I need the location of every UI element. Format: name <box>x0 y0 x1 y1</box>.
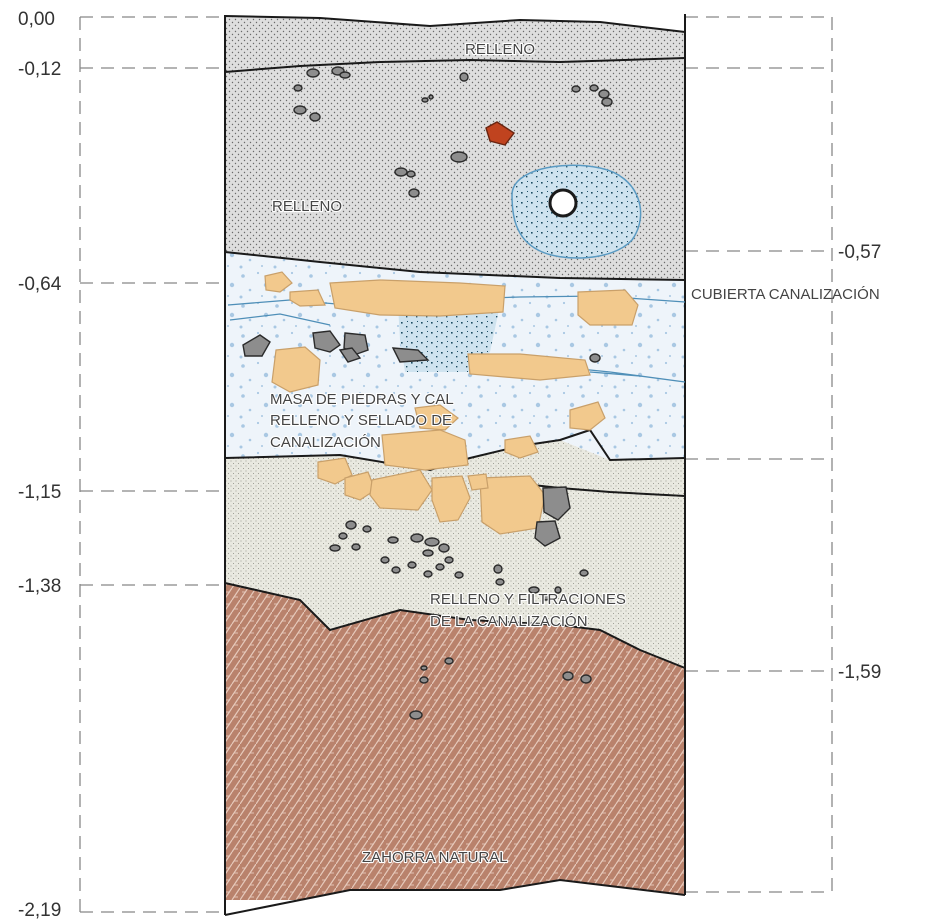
depth-label: -0,12 <box>18 59 61 80</box>
depth-label: -0,57 <box>838 242 881 263</box>
left-depth-labels: 0,00 -0,12 -0,64 -1,15 -1,38 -2,19 <box>18 9 62 920</box>
depth-label: -0,64 <box>18 274 62 295</box>
label-masa-line-2: RELLENO Y SELLADO DE <box>270 412 452 429</box>
stones <box>242 66 613 720</box>
canal-pipe <box>511 164 642 259</box>
depth-label: 0,00 <box>18 9 55 30</box>
label-masa-line-1: MASA DE PIEDRAS Y CAL <box>270 391 454 408</box>
label-masa-line-3: CANALIZACIÓN <box>270 434 381 451</box>
layer-labels: RELLENO RELLENO CUBIERTA CANALIZACIÓN MA… <box>269 40 880 867</box>
depth-label: -2,19 <box>18 900 61 920</box>
brick-fragment <box>485 121 516 146</box>
label-cubierta-canalizacion: CUBIERTA CANALIZACIÓN <box>691 286 880 303</box>
label-relleno-top: RELLENO <box>465 41 535 58</box>
boundaries <box>224 14 686 916</box>
label-filtraciones-line-1: RELLENO Y FILTRACIONES <box>430 591 626 608</box>
pipe-cross-section <box>548 188 578 218</box>
limestone-blocks <box>264 271 639 535</box>
label-filtraciones-line-2: DE LA CANALIZACIÓN <box>430 613 588 630</box>
right-depth-labels: -0,57 -1,59 <box>838 242 881 683</box>
depth-label: -1,38 <box>18 576 61 597</box>
depth-label: -1,15 <box>18 482 61 503</box>
label-relleno: RELLENO <box>272 198 342 215</box>
depth-label: -1,59 <box>838 662 881 683</box>
layer-relleno-filtraciones <box>225 440 685 668</box>
label-zahorra-natural: ZAHORRA NATURAL <box>362 849 508 866</box>
layer-zahorra-natural <box>225 583 685 900</box>
